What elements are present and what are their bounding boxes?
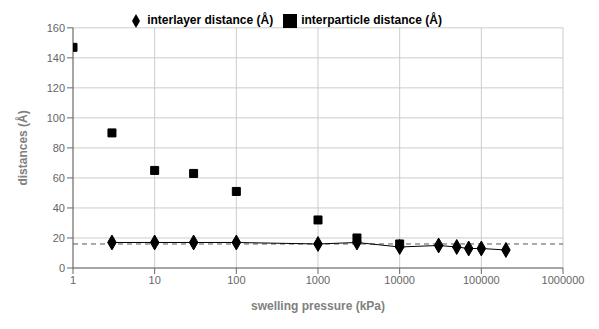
svg-text:60: 60	[53, 172, 65, 184]
svg-text:120: 120	[47, 82, 65, 94]
svg-text:distances (Å): distances (Å)	[15, 110, 30, 185]
svg-text:80: 80	[53, 142, 65, 154]
svg-text:10: 10	[149, 274, 161, 286]
svg-text:140: 140	[47, 52, 65, 64]
svg-text:1000000: 1000000	[542, 274, 585, 286]
svg-text:100: 100	[47, 112, 65, 124]
svg-text:0: 0	[59, 262, 65, 274]
svg-text:1000: 1000	[306, 274, 330, 286]
svg-text:100000: 100000	[463, 274, 500, 286]
svg-text:160: 160	[47, 22, 65, 34]
svg-text:100: 100	[227, 274, 245, 286]
svg-text:40: 40	[53, 202, 65, 214]
svg-text:20: 20	[53, 232, 65, 244]
svg-text:1: 1	[70, 274, 76, 286]
svg-text:10000: 10000	[384, 274, 415, 286]
svg-text:swelling pressure (kPa): swelling pressure (kPa)	[251, 299, 385, 313]
html-text:interlayer distance (Å): interlayer distance (Å)	[147, 13, 274, 27]
html-text:interparticle distance (Å): interparticle distance (Å)	[301, 13, 442, 27]
